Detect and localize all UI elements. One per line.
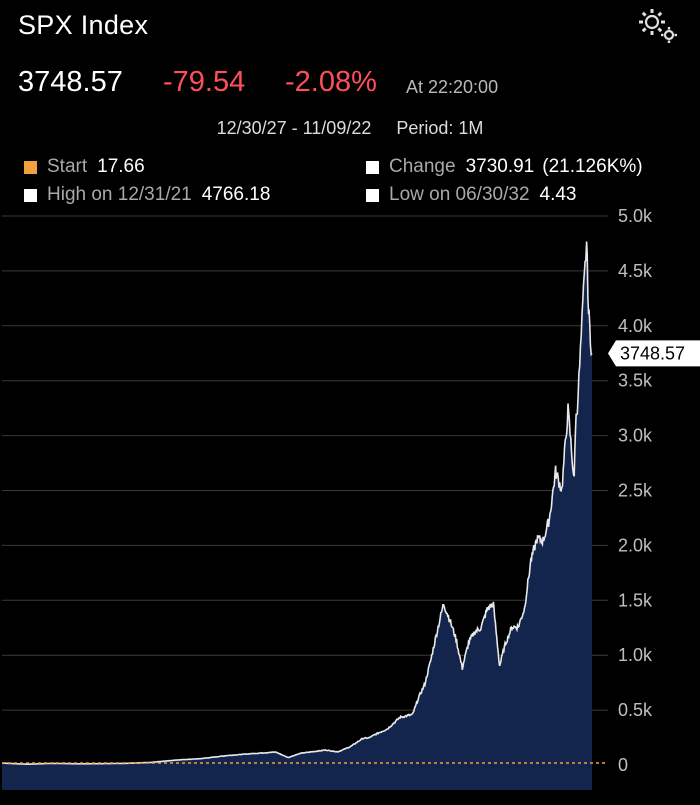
last-price-tag-bg [608, 340, 700, 367]
y-tick-label: 4.0k [618, 316, 653, 336]
y-tick-label: 1.5k [618, 590, 653, 610]
y-tick-label: 0 [618, 755, 628, 775]
last-price-tag: 3748.57 [608, 340, 700, 367]
quote-time: At 22:20:00 [406, 77, 499, 97]
date-range-bar: 12/30/27 - 11/09/22 Period: 1M [0, 118, 700, 139]
y-tick-label: 2.0k [618, 535, 653, 555]
last-price-tag-label: 3748.57 [620, 343, 685, 363]
change-label: Change [389, 156, 456, 177]
low-legend-swatch [366, 188, 379, 202]
y-axis: 0 0.5k 1.0k 1.5k 2.0k 2.5k 3.0k 3.5k 4.0k 4.5k 5.0… [618, 206, 653, 775]
period-selector[interactable]: Period: 1M [396, 118, 484, 138]
change-percent: (21.126K%) [542, 156, 643, 177]
y-tick-label: 0.5k [618, 700, 653, 720]
y-tick-label: 5.0k [618, 206, 653, 226]
stat-change: Change 3730.91 (21.126K%) [366, 156, 643, 178]
y-tick-label: 4.5k [618, 261, 653, 281]
low-label: Low on 06/30/32 [389, 184, 530, 205]
settings-button[interactable] [636, 6, 682, 46]
gear-icon [639, 9, 677, 43]
change-legend-swatch [366, 160, 379, 174]
y-tick-label: 3.0k [618, 426, 653, 446]
y-tick-label: 1.0k [618, 645, 653, 665]
grid [2, 215, 608, 711]
net-change: -79.54 [163, 66, 246, 98]
start-legend-swatch [24, 160, 37, 174]
y-tick-label: 3.5k [618, 371, 653, 391]
change-value: 3730.91 [465, 156, 535, 177]
page-title: SPX Index [18, 10, 149, 40]
stat-low: Low on 06/30/32 4.43 [366, 184, 577, 206]
high-value: 4766.18 [201, 184, 271, 205]
y-tick-label: 2.5k [618, 481, 653, 501]
price-area [2, 241, 592, 790]
start-label: Start [47, 156, 88, 177]
stat-high: High on 12/31/21 4766.18 [24, 184, 270, 206]
high-legend-swatch [24, 188, 37, 202]
high-label: High on 12/31/21 [47, 184, 192, 205]
date-range[interactable]: 12/30/27 - 11/09/22 [216, 118, 372, 138]
percent-change: -2.08% [285, 66, 377, 98]
start-value: 17.66 [97, 156, 145, 177]
stat-start: Start 17.66 [24, 156, 145, 178]
last-price: 3748.57 [18, 66, 123, 98]
low-value: 4.43 [539, 184, 577, 205]
